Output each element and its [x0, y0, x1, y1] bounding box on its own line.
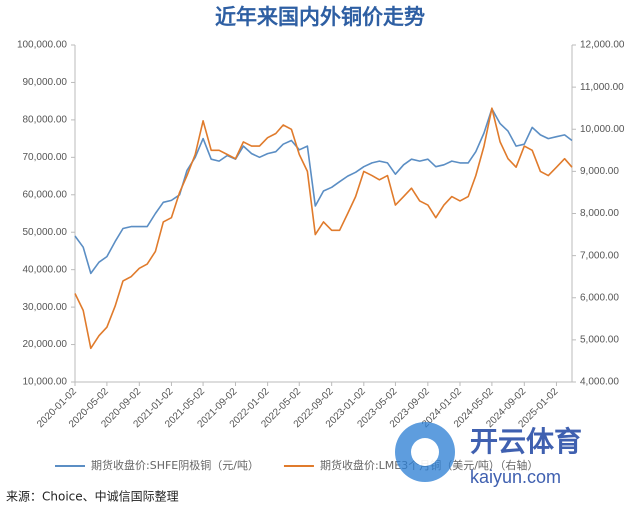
y-tick-label: 100,000.00 — [17, 40, 67, 51]
y2-tick-label: 5,000.00 — [580, 335, 619, 346]
y-tick-label: 30,000.00 — [23, 302, 68, 313]
watermark-url: kaiyun.com — [470, 467, 561, 487]
y2-tick-label: 4,000.00 — [580, 377, 619, 388]
watermark-brand: 开云体育 — [470, 425, 582, 458]
y2-tick-label: 9,000.00 — [580, 166, 619, 177]
y2-tick-label: 6,000.00 — [580, 292, 619, 303]
series-line — [74, 107, 573, 350]
y2-tick-label: 8,000.00 — [580, 208, 619, 219]
watermark-logo — [411, 438, 439, 466]
y2-tick-label: 7,000.00 — [580, 250, 619, 261]
y-tick-label: 90,000.00 — [23, 77, 68, 88]
y-tick-label: 80,000.00 — [23, 115, 68, 126]
y-tick-label: 50,000.00 — [23, 227, 68, 238]
y-tick-label: 70,000.00 — [23, 152, 68, 163]
y-tick-label: 20,000.00 — [23, 339, 68, 350]
y2-tick-label: 12,000.00 — [580, 40, 625, 51]
y-tick-label: 10,000.00 — [23, 377, 68, 388]
y-tick-label: 60,000.00 — [23, 189, 68, 200]
legend-label: 期货收盘价:SHFE阴极铜（元/吨） — [91, 458, 259, 472]
y-tick-label: 40,000.00 — [23, 264, 68, 275]
axes — [74, 45, 573, 383]
chart-title: 近年来国内外铜价走势 — [215, 5, 425, 29]
watermark: 开云体育 kaiyun.com — [395, 422, 582, 487]
source-note: 来源：Choice、中诚信国际整理 — [6, 489, 179, 504]
series-line — [74, 107, 573, 275]
y2-tick-label: 10,000.00 — [580, 124, 625, 135]
y2-tick-label: 11,000.00 — [580, 82, 624, 93]
